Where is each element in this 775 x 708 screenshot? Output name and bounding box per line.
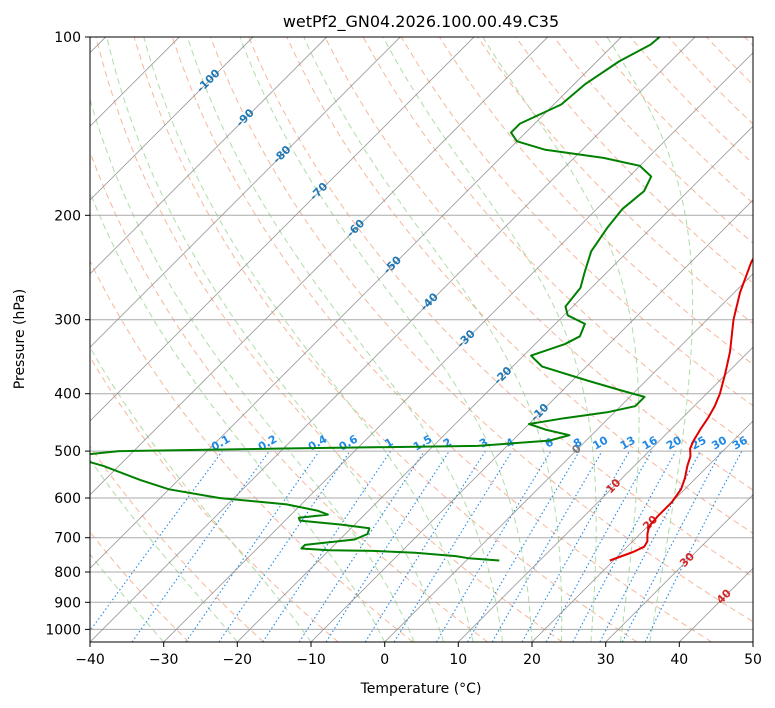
isotherm-line xyxy=(384,273,753,642)
y-axis-label: Pressure (hPa) xyxy=(12,289,28,389)
mixing-ratio-line xyxy=(298,450,425,642)
moist-adiabat-line xyxy=(187,37,503,642)
y-tick-label: 800 xyxy=(54,565,81,581)
dry-adiabat-line xyxy=(286,37,753,534)
isotherm-line xyxy=(90,37,549,496)
mixing-ratio-line xyxy=(393,450,513,642)
moist-adiabat-line xyxy=(90,458,238,642)
isotherm-line xyxy=(163,52,753,642)
plot-area: -100-90-80-70-60-50-40-30-20-10010203040… xyxy=(90,37,753,642)
x-tick-label: −30 xyxy=(149,652,179,668)
isotherm-line xyxy=(90,37,622,569)
isotherm-line xyxy=(90,37,254,201)
y-tick-label: 500 xyxy=(54,444,81,460)
x-axis-label: Temperature (°C) xyxy=(360,681,482,697)
y-axis: 100 200 300 400 500 600 700 800 900 1000 xyxy=(45,30,90,638)
isotherms xyxy=(90,37,753,642)
dry-adiabat-line xyxy=(90,445,264,642)
moist-adiabat-line xyxy=(106,37,445,642)
moist-adiabat-line xyxy=(303,37,563,642)
x-tick-label: 10 xyxy=(449,652,467,668)
isotherm-line xyxy=(605,494,753,642)
x-tick-label: −40 xyxy=(75,652,105,668)
x-tick-label: 40 xyxy=(670,652,688,668)
dewpoint-profile-line xyxy=(90,37,661,562)
y-tick-label: 900 xyxy=(54,595,81,611)
mixing-ratio-line xyxy=(572,450,677,642)
isotherm-line xyxy=(457,346,753,642)
moist-adiabat-line xyxy=(143,37,474,642)
moist-adiabat-line xyxy=(382,37,597,642)
mixing-ratio-lines xyxy=(90,450,743,642)
mixing-ratio-line xyxy=(131,450,270,642)
plot-frame xyxy=(89,36,754,643)
mixing-ratio-line xyxy=(521,450,630,642)
mixing-ratio-line xyxy=(90,450,223,632)
mixing-ratio-line xyxy=(325,450,450,642)
dry-adiabat-line xyxy=(248,37,753,578)
x-tick-label: 20 xyxy=(523,652,541,668)
isotherm-line xyxy=(90,37,475,422)
x-axis: −40 −30 −20 −10 0 10 20 30 40 50 xyxy=(75,642,762,668)
moist-adiabat-line xyxy=(239,37,533,642)
dry-adiabat-line xyxy=(90,356,339,642)
isotherm-line xyxy=(90,37,328,275)
y-tick-label: 400 xyxy=(54,387,81,403)
dry-adiabat-line xyxy=(324,37,753,491)
dry-adiabat-line xyxy=(210,37,753,623)
isotherm-line xyxy=(531,420,753,642)
moist-adiabat-line xyxy=(482,37,640,642)
x-tick-label: −20 xyxy=(223,652,253,668)
y-tick-label: 300 xyxy=(54,313,81,329)
temperature-profile-line xyxy=(609,257,753,562)
isotherm-line xyxy=(90,37,401,348)
pressure-gridlines xyxy=(90,37,753,630)
y-tick-label: 200 xyxy=(54,208,81,224)
x-tick-label: 50 xyxy=(744,652,762,668)
dry-adiabat-line xyxy=(95,37,563,642)
y-tick-label: 600 xyxy=(54,491,81,507)
y-tick-label: 1000 xyxy=(45,622,81,638)
dry-adiabats xyxy=(90,37,753,642)
isotherm-line xyxy=(310,199,753,642)
moist-adiabat-line xyxy=(606,37,694,642)
dry-adiabat-line xyxy=(133,37,638,642)
y-tick-label: 100 xyxy=(54,30,81,46)
mixing-ratio-line xyxy=(185,450,320,642)
moist-adiabat-line xyxy=(90,190,386,642)
dry-adiabat-line xyxy=(515,37,753,284)
x-tick-label: −10 xyxy=(296,652,326,668)
moist-adiabat-line xyxy=(90,553,165,642)
mixing-ratio-line xyxy=(262,450,392,642)
x-tick-label: 30 xyxy=(597,652,615,668)
x-tick-label: 0 xyxy=(380,652,389,668)
y-tick-label: 700 xyxy=(54,531,81,547)
mixing-ratio-line xyxy=(644,450,743,642)
profile-series xyxy=(90,37,753,562)
mixing-ratio-line xyxy=(545,450,653,642)
isotherm-line xyxy=(90,37,696,642)
mixing-ratio-line xyxy=(218,450,351,642)
dry-adiabat-line xyxy=(171,37,712,642)
dry-adiabat-line xyxy=(90,259,414,642)
chart-title: wetPf2_GN04.2026.100.00.49.C35 xyxy=(283,12,559,32)
